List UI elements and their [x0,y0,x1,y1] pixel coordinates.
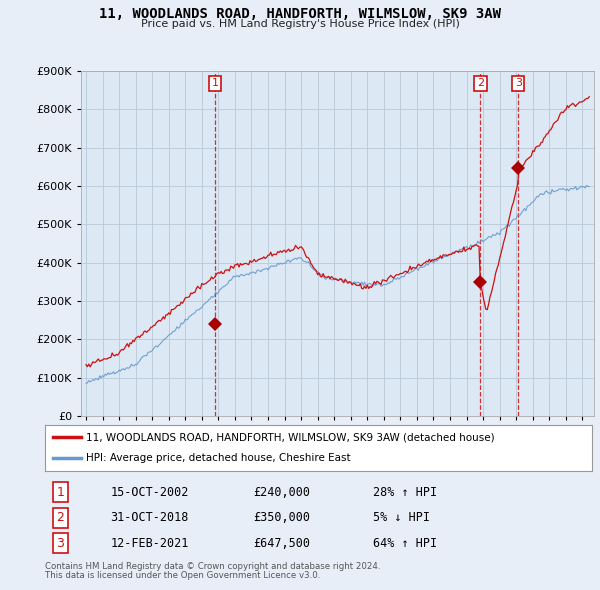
Text: 1: 1 [56,486,64,499]
Text: 5% ↓ HPI: 5% ↓ HPI [373,511,430,525]
Text: 11, WOODLANDS ROAD, HANDFORTH, WILMSLOW, SK9 3AW: 11, WOODLANDS ROAD, HANDFORTH, WILMSLOW,… [99,7,501,21]
Text: 64% ↑ HPI: 64% ↑ HPI [373,537,437,550]
Text: 2: 2 [477,78,484,88]
Text: 1: 1 [211,78,218,88]
Text: 3: 3 [515,78,522,88]
Text: £350,000: £350,000 [253,511,310,525]
Text: 28% ↑ HPI: 28% ↑ HPI [373,486,437,499]
Text: 11, WOODLANDS ROAD, HANDFORTH, WILMSLOW, SK9 3AW (detached house): 11, WOODLANDS ROAD, HANDFORTH, WILMSLOW,… [86,432,494,442]
Text: Price paid vs. HM Land Registry's House Price Index (HPI): Price paid vs. HM Land Registry's House … [140,19,460,30]
Text: 31-OCT-2018: 31-OCT-2018 [110,511,189,525]
Text: £240,000: £240,000 [253,486,310,499]
Text: 2: 2 [56,511,64,525]
Text: Contains HM Land Registry data © Crown copyright and database right 2024.: Contains HM Land Registry data © Crown c… [45,562,380,571]
Text: This data is licensed under the Open Government Licence v3.0.: This data is licensed under the Open Gov… [45,571,320,579]
Text: 15-OCT-2002: 15-OCT-2002 [110,486,189,499]
Text: 3: 3 [56,537,64,550]
Text: £647,500: £647,500 [253,537,310,550]
Text: 12-FEB-2021: 12-FEB-2021 [110,537,189,550]
Text: HPI: Average price, detached house, Cheshire East: HPI: Average price, detached house, Ches… [86,453,350,463]
